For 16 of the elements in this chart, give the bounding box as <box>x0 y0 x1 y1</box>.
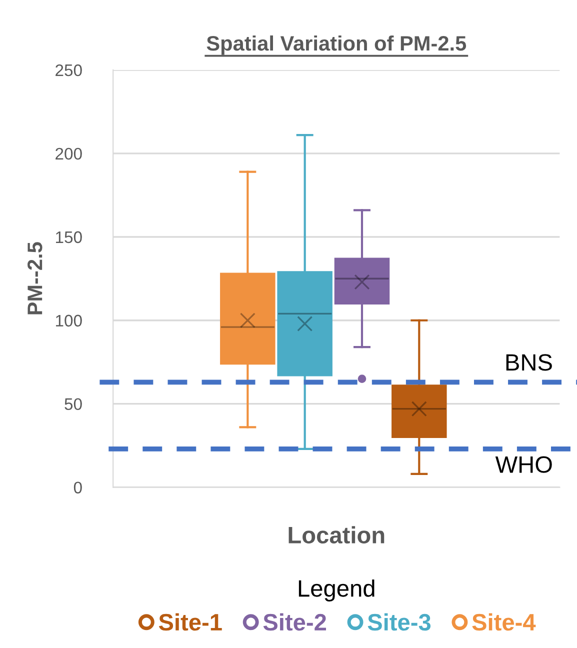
legend-title: Legend <box>298 579 374 602</box>
y-tick-label: 250 <box>56 64 82 76</box>
legend-label: Site-1 <box>158 613 222 631</box>
y-tick-label: 100 <box>56 314 82 327</box>
legend-label: Site-3 <box>368 613 431 631</box>
y-axis-title: PM--2.5 <box>28 242 42 314</box>
ref-line-label: WHO <box>495 456 552 473</box>
legend-label: Site-4 <box>472 613 536 631</box>
chart-title: Spatial Variation of PM-2.5 <box>206 35 466 55</box>
x-axis-title: Location <box>288 526 384 544</box>
y-tick-label: 200 <box>56 148 82 160</box>
legend-label: Site-2 <box>263 613 326 631</box>
y-tick-label: 50 <box>64 398 82 410</box>
y-tick-label: 150 <box>56 231 82 244</box>
ref-line-label: BNS <box>506 354 552 371</box>
y-tick-label: 0 <box>74 482 82 494</box>
